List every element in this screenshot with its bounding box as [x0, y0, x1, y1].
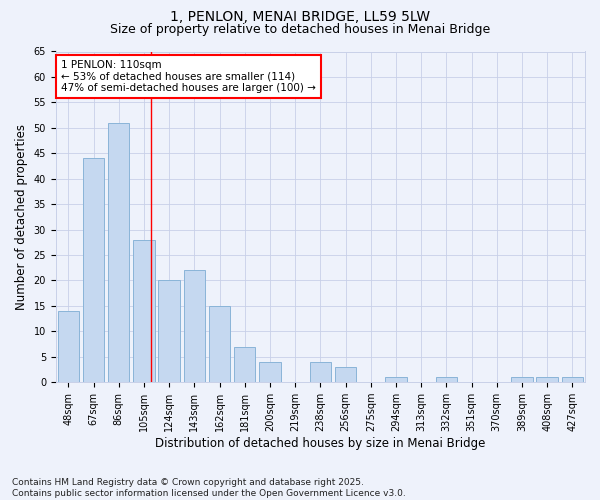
Text: Contains HM Land Registry data © Crown copyright and database right 2025.
Contai: Contains HM Land Registry data © Crown c…: [12, 478, 406, 498]
Text: 1, PENLON, MENAI BRIDGE, LL59 5LW: 1, PENLON, MENAI BRIDGE, LL59 5LW: [170, 10, 430, 24]
Bar: [259, 362, 281, 382]
Bar: [562, 377, 583, 382]
Bar: [385, 377, 407, 382]
Bar: [536, 377, 558, 382]
Y-axis label: Number of detached properties: Number of detached properties: [15, 124, 28, 310]
Bar: [310, 362, 331, 382]
Bar: [83, 158, 104, 382]
Bar: [108, 122, 130, 382]
Bar: [158, 280, 180, 382]
Text: 1 PENLON: 110sqm
← 53% of detached houses are smaller (114)
47% of semi-detached: 1 PENLON: 110sqm ← 53% of detached house…: [61, 60, 316, 93]
Bar: [234, 346, 256, 382]
Text: Size of property relative to detached houses in Menai Bridge: Size of property relative to detached ho…: [110, 22, 490, 36]
Bar: [58, 311, 79, 382]
Bar: [209, 306, 230, 382]
Bar: [436, 377, 457, 382]
Bar: [335, 367, 356, 382]
Bar: [184, 270, 205, 382]
Bar: [511, 377, 533, 382]
X-axis label: Distribution of detached houses by size in Menai Bridge: Distribution of detached houses by size …: [155, 437, 485, 450]
Bar: [133, 240, 155, 382]
